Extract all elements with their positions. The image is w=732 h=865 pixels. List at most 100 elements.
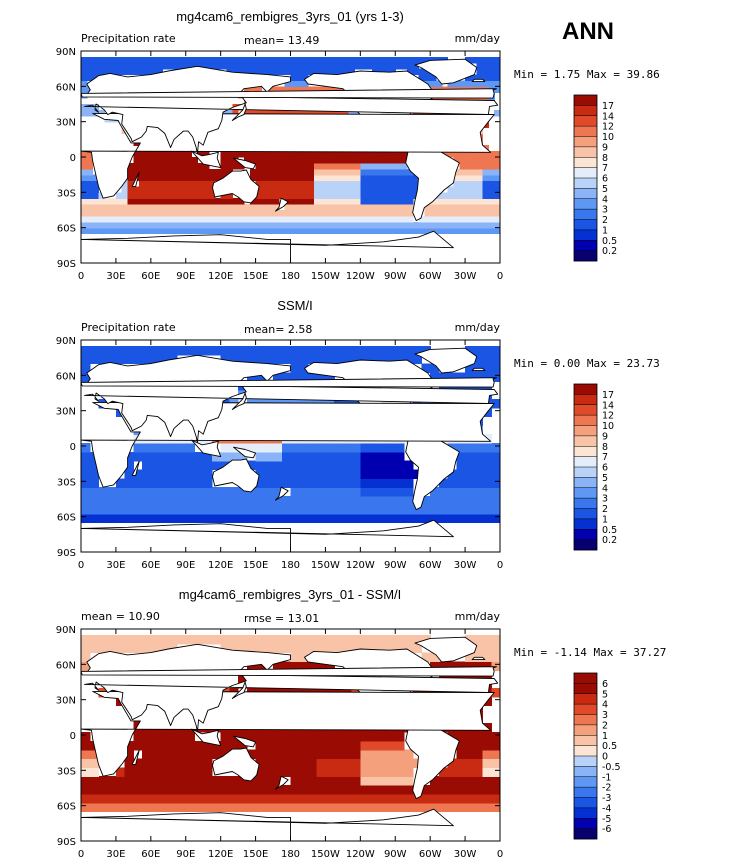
- field-cell: [232, 204, 239, 211]
- colorbar-label: 0: [602, 752, 608, 763]
- field-cell: [177, 758, 187, 768]
- field-cell: [447, 198, 455, 205]
- field-cell: [226, 151, 233, 158]
- colorbar-box: [574, 209, 597, 220]
- colorbar-box: [574, 136, 597, 148]
- lat-tick-label: 30S: [57, 766, 76, 777]
- field-cell: [211, 513, 222, 524]
- field-cell: [369, 443, 379, 453]
- field-cell: [281, 345, 292, 356]
- field-cell: [412, 643, 423, 654]
- field-cell: [307, 86, 315, 93]
- field-cell: [494, 227, 501, 235]
- field-cell: [290, 157, 297, 164]
- field-cell: [465, 162, 472, 170]
- field-cell: [150, 634, 161, 645]
- colorbar-box: [574, 776, 597, 788]
- field-cell: [307, 151, 315, 158]
- field-cell: [209, 215, 216, 223]
- field-cell: [447, 221, 455, 229]
- field-cell: [403, 460, 414, 471]
- field-cell: [159, 443, 169, 453]
- field-cell: [342, 56, 350, 64]
- field-cell: [124, 451, 134, 462]
- lon-tick-label: 180: [281, 271, 300, 282]
- field-cell: [273, 661, 283, 671]
- field-cell: [482, 80, 489, 87]
- field-cell: [98, 487, 108, 497]
- field-cell: [482, 487, 492, 497]
- field-cell: [185, 56, 193, 64]
- field-cell: [197, 215, 204, 223]
- field-cell: [159, 496, 169, 506]
- field-cell: [389, 157, 396, 164]
- field-cell: [168, 180, 175, 188]
- continent-outline: [80, 112, 495, 199]
- field-cell: [342, 198, 350, 205]
- field-cell: [316, 460, 327, 471]
- field-cell: [203, 174, 210, 182]
- field-cell: [476, 80, 484, 87]
- field-cell: [98, 496, 108, 506]
- field-cell: [476, 168, 484, 176]
- field-cell: [249, 221, 257, 229]
- colorbar-box: [574, 435, 597, 447]
- field-cell: [456, 496, 466, 506]
- field-cell: [456, 749, 466, 760]
- field-cell: [226, 204, 233, 211]
- field-cell: [307, 749, 318, 760]
- field-cell: [342, 227, 350, 235]
- field-cell: [179, 162, 187, 170]
- field-cell: [482, 198, 489, 205]
- field-cell: [389, 180, 396, 188]
- field-cell: [121, 192, 129, 199]
- field-cell: [211, 740, 222, 751]
- field-cell: [142, 478, 152, 488]
- field-cell: [162, 204, 169, 211]
- field-cell: [142, 785, 152, 795]
- field-cell: [133, 478, 143, 488]
- field-cell: [133, 157, 140, 164]
- field-cell: [273, 180, 280, 188]
- field-cell: [278, 180, 286, 188]
- field-cell: [465, 478, 475, 488]
- field-cell: [360, 478, 370, 488]
- field-cell: [296, 180, 303, 188]
- field-cell: [302, 198, 309, 205]
- field-cell: [273, 496, 283, 506]
- colorbar-box: [574, 105, 597, 117]
- field-cell: [81, 443, 91, 453]
- colorbar-box: [574, 415, 597, 426]
- field-cell: [325, 504, 335, 515]
- field-cell: [459, 204, 466, 211]
- field-cell: [316, 496, 327, 506]
- colorbar-label: 12: [602, 122, 614, 133]
- field-cell: [302, 80, 309, 87]
- field-cell: [470, 198, 478, 205]
- field-cell: [81, 62, 88, 70]
- field-cell: [278, 210, 286, 217]
- field-cell: [482, 363, 492, 373]
- field-cell: [401, 221, 408, 229]
- field-cell: [273, 478, 283, 488]
- field-cell: [226, 162, 233, 170]
- field-cell: [383, 180, 391, 188]
- field-cell: [360, 186, 367, 193]
- field-cell: [395, 469, 405, 479]
- field-cell: [296, 186, 303, 193]
- field-cell: [453, 168, 460, 176]
- field-cell: [150, 793, 161, 804]
- field-cell: [243, 109, 251, 117]
- lat-tick-label: 0: [70, 731, 76, 742]
- field-cell: [220, 513, 230, 524]
- field-cell: [476, 62, 484, 70]
- field-cell: [476, 210, 484, 217]
- field-cell: [238, 740, 248, 751]
- field-cell: [232, 221, 239, 229]
- field-cell: [255, 151, 262, 158]
- field-cell: [191, 168, 198, 176]
- field-cell: [494, 109, 501, 117]
- field-cell: [150, 151, 158, 158]
- field-cell: [313, 215, 321, 223]
